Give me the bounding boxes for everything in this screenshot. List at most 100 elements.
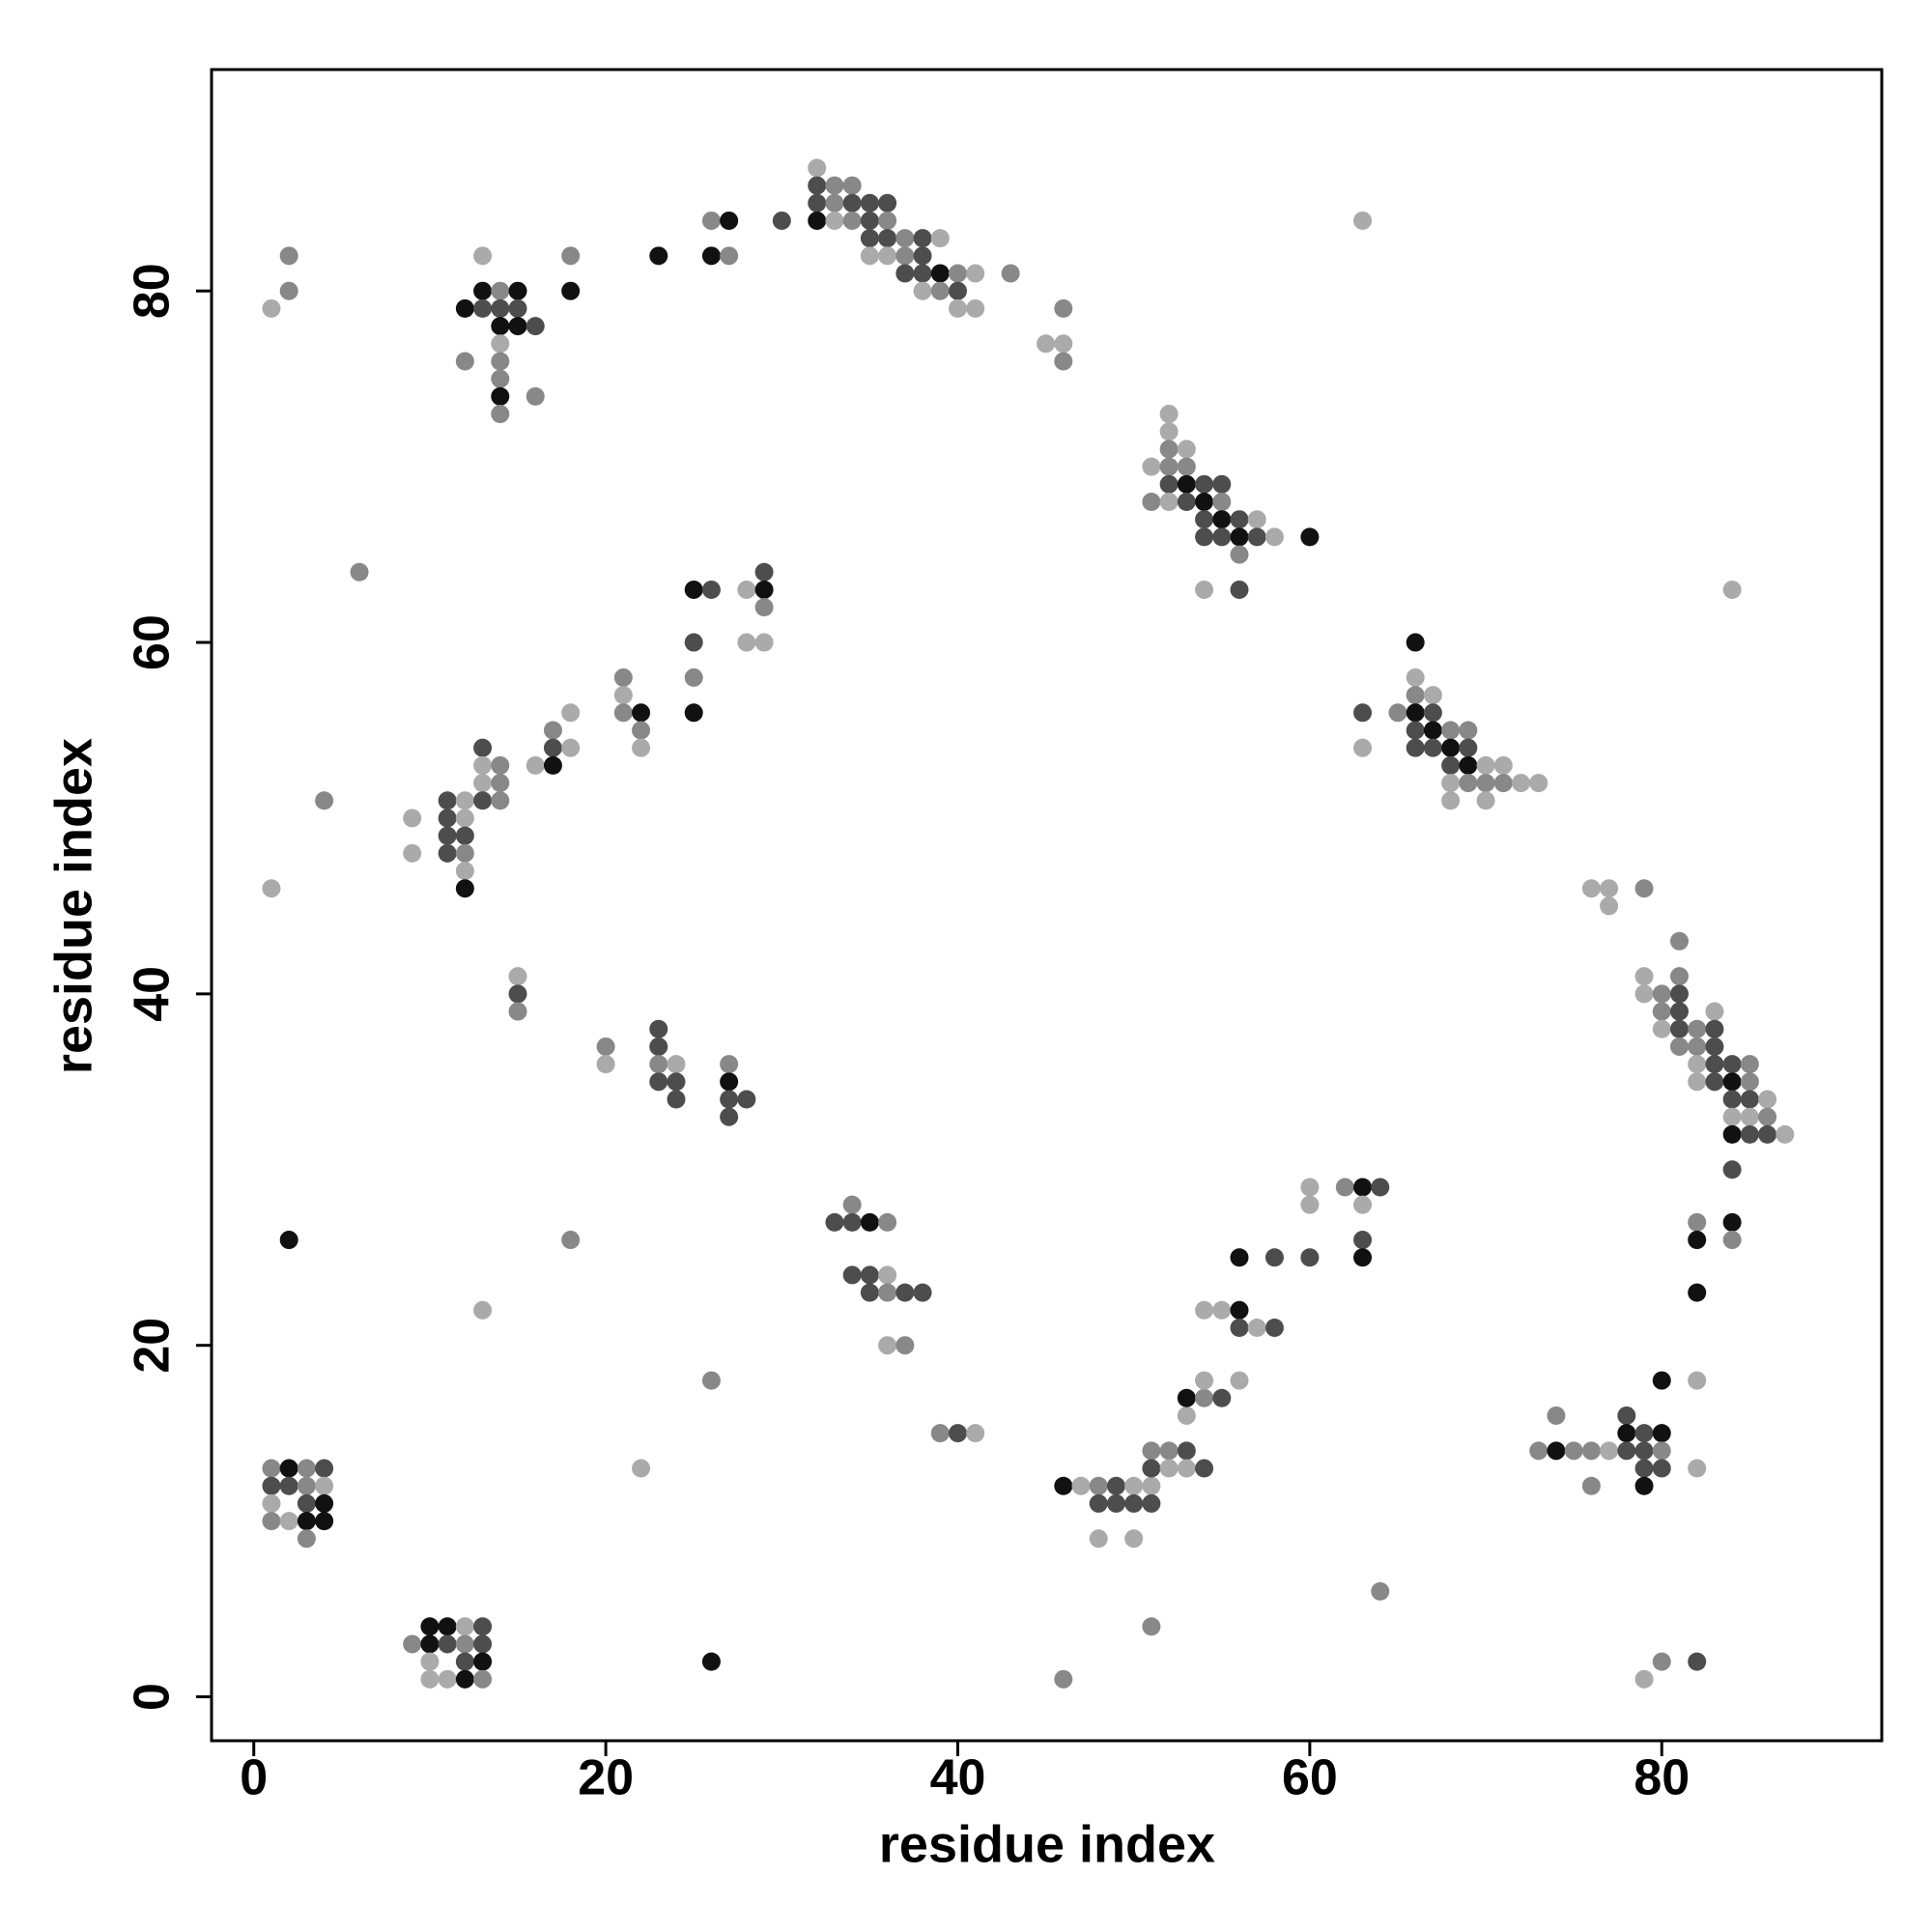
point (1600, 879, 1619, 898)
point (878, 211, 897, 230)
point (1476, 755, 1495, 775)
point (948, 298, 967, 318)
point (279, 1476, 298, 1495)
point (754, 598, 774, 617)
point (878, 246, 897, 266)
point (1353, 703, 1373, 723)
point (1159, 422, 1179, 441)
point (948, 264, 967, 283)
point (1247, 1319, 1266, 1338)
point (1212, 1388, 1232, 1407)
point (262, 1459, 281, 1478)
point (1177, 440, 1196, 459)
point (1142, 1459, 1161, 1478)
point (561, 246, 581, 266)
point (1441, 755, 1461, 775)
point (913, 264, 932, 283)
point (878, 193, 897, 213)
point (1652, 1424, 1671, 1443)
point (438, 826, 457, 845)
point (1776, 1124, 1795, 1144)
point (808, 176, 827, 195)
point (473, 246, 493, 266)
point (279, 281, 298, 300)
point (297, 1459, 316, 1478)
point (455, 809, 474, 828)
point (1159, 405, 1179, 424)
point (1600, 1441, 1619, 1461)
point (825, 1212, 844, 1232)
point (860, 1265, 879, 1285)
point (561, 1231, 581, 1250)
point (1441, 721, 1461, 740)
point (1652, 1652, 1671, 1671)
point (754, 633, 774, 652)
point (491, 755, 510, 775)
point (491, 334, 510, 354)
y-tick-label: 80 (125, 263, 181, 319)
point (842, 193, 862, 213)
point (315, 1459, 334, 1478)
point (1230, 1300, 1249, 1320)
point (1124, 1476, 1144, 1495)
point (1300, 1248, 1320, 1267)
point (1476, 791, 1495, 810)
point (1634, 1476, 1654, 1495)
point (438, 1669, 457, 1689)
point (1493, 774, 1513, 793)
point (720, 1055, 739, 1074)
point (684, 580, 703, 599)
point (1688, 1072, 1707, 1092)
point (438, 1634, 457, 1654)
x-tick-label: 60 (1282, 1750, 1338, 1806)
point (1159, 493, 1179, 512)
point (1705, 1002, 1724, 1021)
point (262, 879, 281, 898)
point (1406, 721, 1425, 740)
point (1688, 1019, 1707, 1038)
point (403, 1634, 422, 1654)
point (1652, 1459, 1671, 1478)
point (1212, 510, 1232, 529)
point (455, 843, 474, 863)
point (1054, 334, 1073, 354)
x-tick-label: 20 (578, 1750, 634, 1806)
point (403, 843, 422, 863)
point (1177, 1441, 1196, 1461)
point (1547, 1406, 1566, 1425)
point (1406, 703, 1425, 723)
point (878, 1283, 897, 1302)
point (649, 246, 668, 266)
point (1142, 493, 1161, 512)
point (1564, 1441, 1583, 1461)
point (1740, 1072, 1759, 1092)
point (667, 1072, 686, 1092)
point (1529, 1441, 1548, 1461)
point (1617, 1406, 1636, 1425)
point (473, 1652, 493, 1671)
point (1459, 721, 1478, 740)
point (491, 317, 510, 336)
point (1212, 1300, 1232, 1320)
point (491, 405, 510, 424)
point (1459, 774, 1478, 793)
point (561, 703, 581, 723)
point (403, 809, 422, 828)
point (632, 703, 651, 723)
point (1652, 1019, 1671, 1038)
point (1459, 738, 1478, 757)
point (1054, 1476, 1073, 1495)
point (1581, 1441, 1601, 1461)
point (737, 633, 756, 652)
point (772, 211, 791, 230)
point (1142, 1493, 1161, 1513)
point (1705, 1037, 1724, 1056)
point (895, 264, 915, 283)
point (1142, 1441, 1161, 1461)
point (1688, 1371, 1707, 1390)
point (455, 1652, 474, 1671)
point (1195, 1388, 1214, 1407)
point (526, 386, 545, 406)
point (455, 1669, 474, 1689)
